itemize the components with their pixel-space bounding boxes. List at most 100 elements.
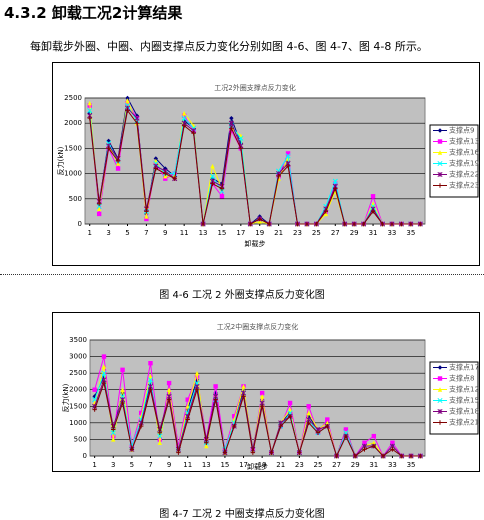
x-tick-label: 7 — [148, 461, 152, 469]
marker — [278, 423, 283, 429]
x-tick-label: 27 — [331, 229, 340, 237]
marker — [148, 387, 153, 392]
x-tick-label: 35 — [406, 229, 415, 237]
marker — [111, 427, 116, 432]
y-tick-label: 2000 — [64, 119, 82, 127]
x-tick-label: 17 — [239, 461, 248, 469]
y-tick-label: 500 — [74, 435, 87, 443]
marker — [229, 115, 234, 121]
legend-label: 支撑点17 — [449, 363, 479, 372]
marker — [418, 453, 423, 459]
x-tick-label: 29 — [350, 229, 359, 237]
marker — [222, 450, 228, 455]
marker — [110, 430, 116, 436]
marker — [166, 397, 172, 402]
x-tick-label: 17 — [236, 229, 245, 237]
caption: 图 4-7 工况 2 中圈支撑点反力变化图 — [159, 509, 325, 520]
marker — [297, 450, 302, 455]
caption: 图 4-6 工况 2 外圈支撑点反力变化图 — [159, 290, 325, 301]
marker — [219, 188, 225, 194]
chart-title: 工况2外圈支撑点反力变化 — [214, 83, 295, 92]
x-tick-label: 25 — [312, 229, 321, 237]
x-tick-label: 15 — [217, 229, 226, 237]
marker — [163, 173, 168, 179]
marker — [371, 440, 377, 445]
marker — [306, 404, 311, 409]
marker — [210, 163, 215, 169]
legend-label: 支撑点13 — [449, 137, 479, 146]
marker — [241, 394, 246, 399]
marker — [437, 408, 443, 415]
marker — [323, 209, 329, 214]
marker — [437, 376, 443, 381]
y-tick-label: 500 — [69, 195, 82, 203]
y-tick-label: 3500 — [69, 336, 87, 344]
x-tick-label: 7 — [144, 229, 148, 237]
marker — [120, 390, 125, 396]
marker — [125, 108, 130, 113]
marker — [157, 440, 162, 445]
x-tick-label: 9 — [167, 461, 171, 469]
marker — [96, 211, 102, 217]
x-tick-label: 11 — [180, 229, 189, 237]
x-tick-label: 35 — [407, 461, 416, 469]
legend-label: 支撑点21 — [449, 418, 479, 427]
marker — [266, 221, 272, 227]
x-tick-label: 3 — [106, 229, 110, 237]
marker — [176, 443, 181, 449]
marker — [437, 160, 443, 167]
marker — [147, 377, 154, 383]
marker — [325, 417, 330, 422]
y-tick-label: 2500 — [69, 369, 87, 377]
marker — [96, 206, 102, 212]
x-tick-label: 15 — [220, 461, 229, 469]
marker — [204, 440, 209, 445]
marker — [380, 221, 385, 227]
x-tick-label: 29 — [351, 461, 360, 469]
series-line — [94, 377, 421, 458]
marker — [106, 146, 111, 151]
marker — [287, 414, 293, 419]
y-tick-label: 0 — [83, 452, 87, 460]
marker — [209, 173, 216, 179]
marker — [437, 387, 443, 392]
x-tick-label: 5 — [130, 461, 134, 469]
marker — [371, 433, 377, 439]
marker — [210, 181, 215, 186]
marker — [306, 420, 311, 426]
marker — [115, 166, 121, 171]
marker — [389, 221, 395, 227]
x-tick-label: 31 — [369, 461, 378, 469]
marker — [285, 153, 291, 159]
marker — [285, 151, 291, 156]
legend-label: 支撑点19 — [449, 159, 479, 168]
marker — [191, 131, 196, 136]
x-axis-label: 卸载步 — [247, 462, 268, 471]
marker — [166, 380, 172, 386]
marker — [101, 380, 107, 386]
marker — [370, 194, 376, 199]
legend-label: 支撑点18 — [449, 407, 479, 416]
marker — [257, 216, 262, 222]
x-tick-label: 1 — [87, 229, 91, 237]
x-tick-label: 11 — [183, 461, 192, 469]
marker — [408, 221, 414, 227]
marker — [144, 216, 149, 222]
chart: 工况2中圈支撑点反力变化 0 500 1000 1500 2000 2500 3000 3500… — [52, 312, 480, 472]
x-tick-label: 9 — [163, 229, 167, 237]
marker — [148, 361, 153, 366]
marker — [380, 453, 386, 459]
marker — [134, 121, 140, 126]
marker — [241, 384, 246, 389]
marker — [229, 126, 234, 131]
marker — [399, 453, 404, 459]
marker — [248, 221, 253, 227]
marker — [101, 370, 107, 376]
x-tick-label: 19 — [258, 461, 267, 469]
x-tick-label: 27 — [332, 461, 341, 469]
x-tick-label: 3 — [111, 461, 115, 469]
marker — [418, 221, 423, 227]
marker — [259, 390, 265, 396]
marker — [370, 209, 376, 214]
